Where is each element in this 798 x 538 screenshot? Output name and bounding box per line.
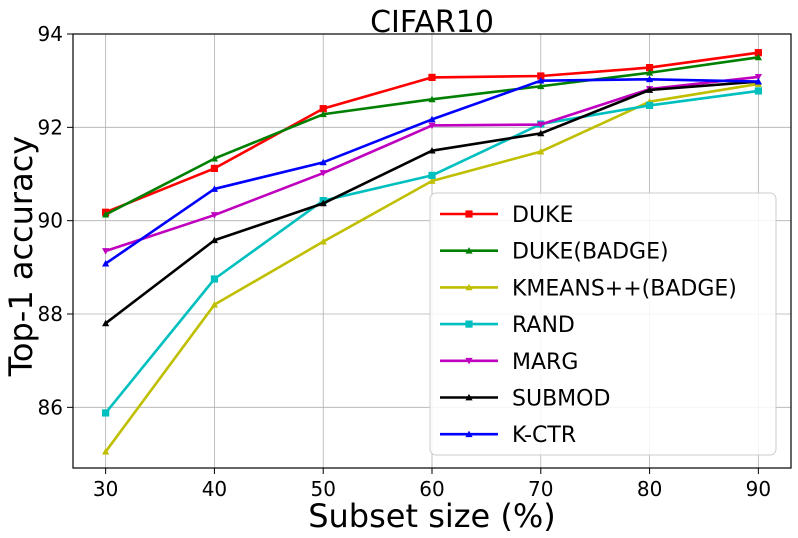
data-point: [428, 177, 436, 184]
legend-label: DUKE: [512, 203, 573, 228]
data-point: [102, 319, 110, 327]
y-tick-label: 92: [38, 115, 63, 139]
data-point: [102, 260, 110, 267]
data-point: [319, 199, 327, 207]
data-point: [537, 72, 545, 80]
data-point: [428, 73, 436, 81]
data-point: [645, 69, 654, 76]
data-point: [319, 238, 327, 245]
x-tick-label: 80: [637, 477, 662, 501]
data-point: [210, 275, 219, 283]
y-axis-title: Top-1 accuracy: [2, 136, 40, 377]
x-tick-label: 90: [746, 477, 771, 501]
data-point: [210, 155, 219, 162]
data-point: [645, 75, 654, 83]
data-point: [210, 236, 219, 244]
legend-marker: [465, 430, 473, 438]
data-point: [428, 115, 436, 123]
data-point: [319, 110, 327, 118]
legend-label: DUKE(BADGE): [512, 240, 669, 265]
legend-item: MARG: [440, 350, 578, 375]
legend-item: DUKE(BADGE): [440, 240, 669, 265]
data-point: [102, 409, 110, 417]
data-point: [754, 53, 762, 61]
legend-label: K-CTR: [512, 423, 576, 448]
data-point: [210, 212, 219, 219]
y-tick-label: 88: [38, 302, 63, 326]
legend-label: SUBMOD: [512, 387, 610, 412]
data-point: [102, 448, 110, 455]
data-point: [210, 301, 219, 308]
legend-item: KMEANS++(BADGE): [440, 276, 737, 301]
data-point: [210, 185, 219, 192]
data-point: [102, 211, 110, 218]
data-point: [754, 78, 762, 85]
y-tick-label: 94: [38, 22, 63, 46]
x-tick-label: 70: [528, 477, 553, 501]
data-point: [537, 121, 545, 129]
data-point: [428, 147, 436, 154]
series-duke-badge-: [102, 53, 762, 218]
legend-label: MARG: [512, 350, 578, 375]
legend-marker: [465, 357, 473, 365]
x-axis-title: Subset size (%): [308, 497, 556, 535]
y-tick-label: 86: [38, 395, 63, 419]
data-point: [319, 105, 327, 113]
legend-item: RAND: [440, 313, 575, 338]
data-point: [428, 171, 436, 179]
data-point: [537, 82, 545, 90]
legend-marker: [465, 393, 473, 401]
data-point: [537, 129, 545, 137]
legend-box: [429, 192, 777, 456]
x-tick-label: 50: [310, 477, 335, 501]
chart-title: CIFAR10: [370, 5, 494, 40]
data-point: [537, 148, 545, 155]
x-tick-label: 30: [93, 477, 118, 501]
data-point: [428, 122, 436, 130]
x-tick-label: 40: [202, 477, 227, 501]
data-point: [645, 101, 654, 109]
data-point: [645, 86, 654, 93]
data-point: [319, 170, 327, 177]
series-k-ctr: [102, 75, 762, 267]
legend-marker: [465, 320, 473, 328]
data-point: [645, 64, 654, 72]
legend-item: DUKE: [440, 203, 573, 228]
legend-label: RAND: [512, 313, 575, 338]
legend: DUKE DUKE(BADGE) KMEANS++(BADGE) RAND MARG SU…: [429, 192, 777, 456]
y-tick-label: 90: [38, 209, 63, 233]
legend-marker: [465, 210, 473, 218]
x-tick-label: 60: [419, 477, 444, 501]
data-point: [754, 87, 762, 95]
data-point: [319, 158, 327, 166]
data-point: [754, 49, 762, 57]
data-point: [210, 164, 219, 172]
data-point: [537, 77, 545, 84]
tick-layer: 30 40 50 60 70 80 90 86 88 90 92 94: [38, 22, 772, 501]
data-point: [428, 95, 436, 103]
legend-item: SUBMOD: [440, 387, 610, 412]
series-layer: [102, 49, 762, 455]
legend-marker: [465, 247, 473, 254]
legend-marker: [465, 283, 473, 291]
data-point: [754, 74, 762, 81]
data-point: [102, 248, 110, 255]
legend-item: K-CTR: [440, 423, 576, 448]
legend-label: KMEANS++(BADGE): [512, 276, 737, 301]
